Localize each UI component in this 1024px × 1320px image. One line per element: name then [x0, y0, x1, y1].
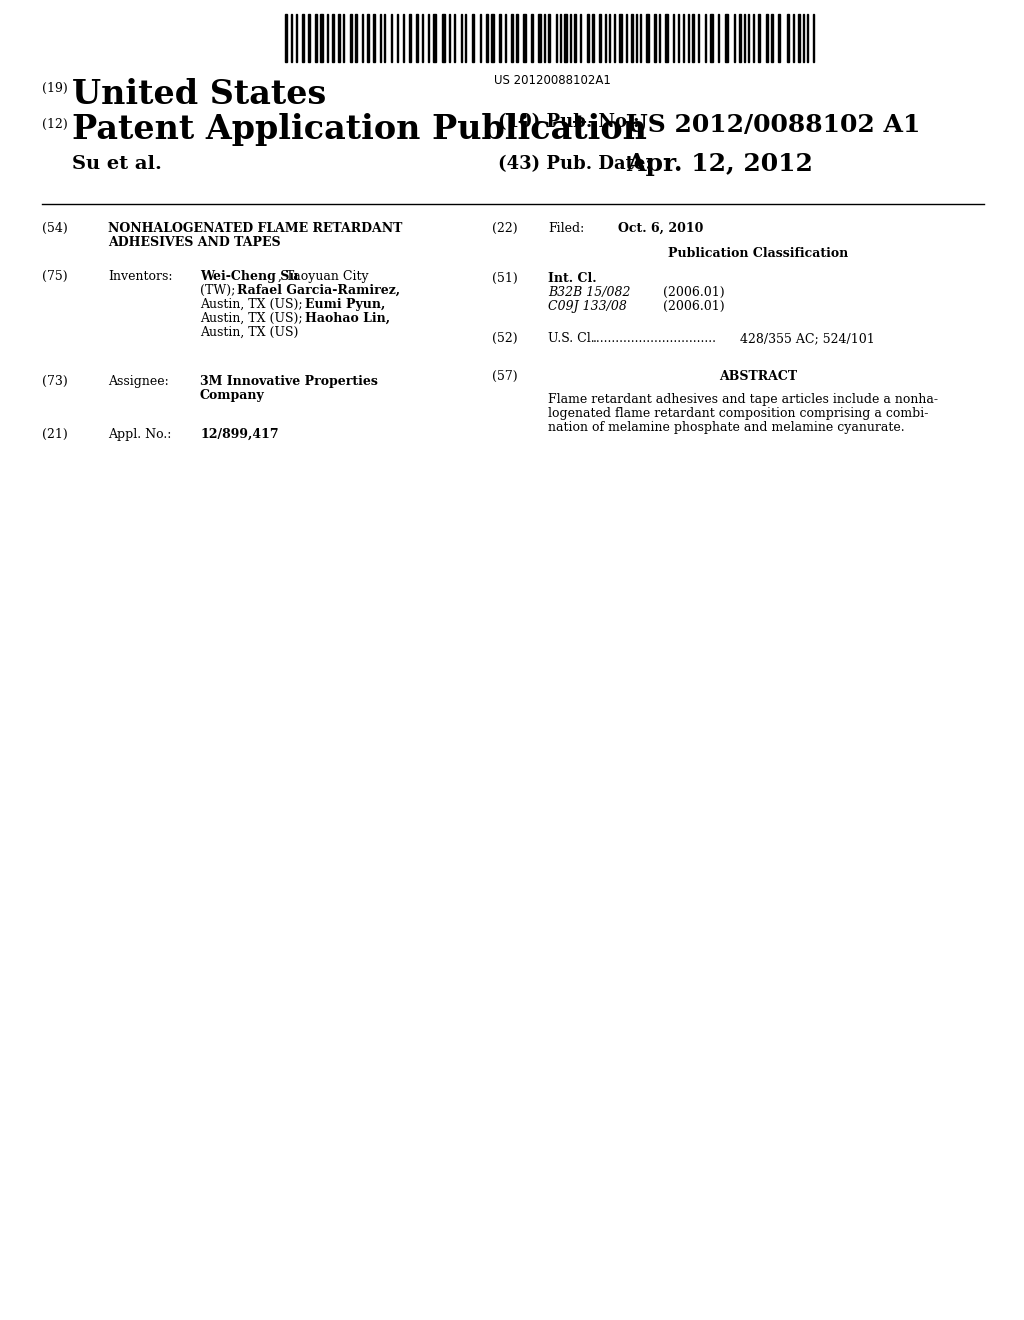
- Bar: [739, 15, 741, 62]
- Text: Su et al.: Su et al.: [72, 154, 162, 173]
- Bar: [692, 15, 694, 62]
- Text: C09J 133/08: C09J 133/08: [548, 300, 627, 313]
- Text: , Taoyuan City: , Taoyuan City: [278, 271, 369, 282]
- Text: Company: Company: [200, 389, 265, 403]
- Text: (54): (54): [42, 222, 68, 235]
- Text: (75): (75): [42, 271, 68, 282]
- Text: Eumi Pyun,: Eumi Pyun,: [305, 298, 385, 312]
- Text: Austin, TX (US);: Austin, TX (US);: [200, 298, 306, 312]
- Bar: [442, 15, 445, 62]
- Bar: [409, 15, 411, 62]
- Bar: [599, 15, 601, 62]
- Bar: [538, 15, 541, 62]
- Bar: [511, 15, 513, 62]
- Text: U.S. Cl.: U.S. Cl.: [548, 333, 595, 345]
- Text: NONHALOGENATED FLAME RETARDANT: NONHALOGENATED FLAME RETARDANT: [108, 222, 402, 235]
- Bar: [302, 15, 304, 62]
- Bar: [308, 15, 310, 62]
- Text: Publication Classification: Publication Classification: [668, 247, 848, 260]
- Text: Haohao Lin,: Haohao Lin,: [305, 312, 390, 325]
- Text: Flame retardant adhesives and tape articles include a nonha-: Flame retardant adhesives and tape artic…: [548, 393, 938, 407]
- Text: US 2012/0088102 A1: US 2012/0088102 A1: [626, 114, 921, 137]
- Bar: [516, 15, 518, 62]
- Text: Oct. 6, 2010: Oct. 6, 2010: [618, 222, 703, 235]
- Text: ABSTRACT: ABSTRACT: [719, 370, 797, 383]
- Bar: [646, 15, 649, 62]
- Bar: [798, 15, 800, 62]
- Text: (52): (52): [492, 333, 517, 345]
- Text: Assignee:: Assignee:: [108, 375, 169, 388]
- Text: Int. Cl.: Int. Cl.: [548, 272, 597, 285]
- Bar: [548, 15, 550, 62]
- Text: 3M Innovative Properties: 3M Innovative Properties: [200, 375, 378, 388]
- Text: Appl. No.:: Appl. No.:: [108, 428, 171, 441]
- Text: nation of melamine phosphate and melamine cyanurate.: nation of melamine phosphate and melamin…: [548, 421, 904, 434]
- Bar: [319, 15, 323, 62]
- Text: B32B 15/082: B32B 15/082: [548, 286, 631, 300]
- Bar: [631, 15, 633, 62]
- Bar: [350, 15, 352, 62]
- Text: (12): (12): [42, 117, 68, 131]
- Bar: [338, 15, 340, 62]
- Text: ADHESIVES AND TAPES: ADHESIVES AND TAPES: [108, 236, 281, 249]
- Text: Filed:: Filed:: [548, 222, 585, 235]
- Text: US 20120088102A1: US 20120088102A1: [494, 74, 611, 87]
- Bar: [771, 15, 773, 62]
- Text: logenated flame retardant composition comprising a combi-: logenated flame retardant composition co…: [548, 407, 929, 420]
- Bar: [758, 15, 760, 62]
- Bar: [433, 15, 436, 62]
- Text: (22): (22): [492, 222, 517, 235]
- Bar: [367, 15, 369, 62]
- Bar: [499, 15, 501, 62]
- Text: (21): (21): [42, 428, 68, 441]
- Bar: [787, 15, 790, 62]
- Text: United States: United States: [72, 78, 327, 111]
- Text: 428/355 AC; 524/101: 428/355 AC; 524/101: [740, 333, 874, 345]
- Text: 12/899,417: 12/899,417: [200, 428, 279, 441]
- Text: (19): (19): [42, 82, 68, 95]
- Text: (57): (57): [492, 370, 517, 383]
- Text: Inventors:: Inventors:: [108, 271, 172, 282]
- Bar: [574, 15, 575, 62]
- Text: Austin, TX (US): Austin, TX (US): [200, 326, 298, 339]
- Bar: [355, 15, 357, 62]
- Text: Apr. 12, 2012: Apr. 12, 2012: [626, 152, 813, 176]
- Bar: [725, 15, 728, 62]
- Text: Wei-Cheng Su: Wei-Cheng Su: [200, 271, 299, 282]
- Bar: [523, 15, 526, 62]
- Bar: [486, 15, 488, 62]
- Text: (73): (73): [42, 375, 68, 388]
- Bar: [766, 15, 768, 62]
- Text: (43) Pub. Date:: (43) Pub. Date:: [498, 154, 652, 173]
- Bar: [665, 15, 668, 62]
- Bar: [373, 15, 375, 62]
- Bar: [778, 15, 780, 62]
- Bar: [416, 15, 418, 62]
- Text: ................................: ................................: [593, 333, 717, 345]
- Bar: [315, 15, 317, 62]
- Bar: [618, 15, 622, 62]
- Bar: [285, 15, 287, 62]
- Text: (51): (51): [492, 272, 518, 285]
- Text: (10) Pub. No.:: (10) Pub. No.:: [498, 114, 640, 131]
- Text: Rafael Garcia-Ramirez,: Rafael Garcia-Ramirez,: [237, 284, 400, 297]
- Bar: [564, 15, 567, 62]
- Text: (2006.01): (2006.01): [663, 300, 725, 313]
- Bar: [531, 15, 534, 62]
- Bar: [710, 15, 713, 62]
- Bar: [472, 15, 474, 62]
- Bar: [592, 15, 594, 62]
- Text: (2006.01): (2006.01): [663, 286, 725, 300]
- Bar: [490, 15, 494, 62]
- Text: Patent Application Publication: Patent Application Publication: [72, 114, 647, 147]
- Text: (TW);: (TW);: [200, 284, 240, 297]
- Bar: [332, 15, 334, 62]
- Bar: [654, 15, 656, 62]
- Bar: [587, 15, 589, 62]
- Text: Austin, TX (US);: Austin, TX (US);: [200, 312, 306, 325]
